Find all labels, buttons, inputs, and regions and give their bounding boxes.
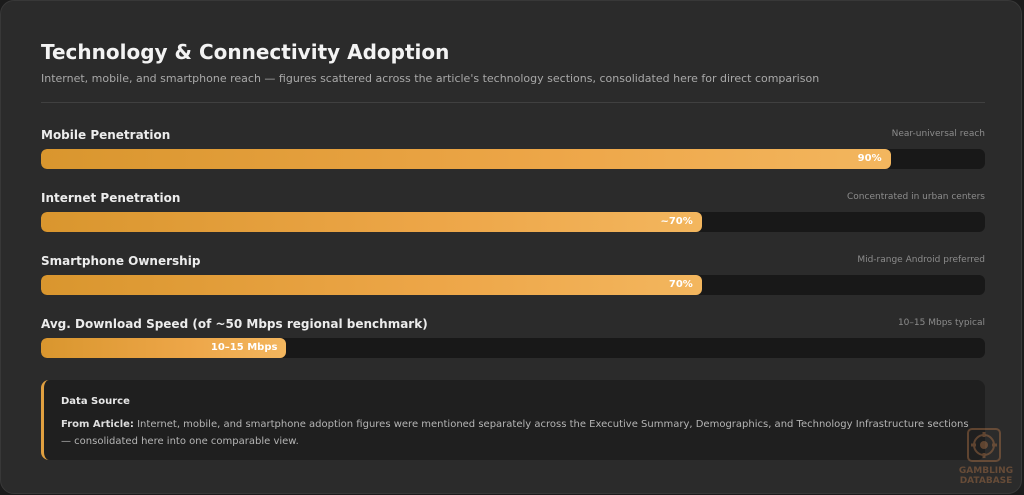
bar-value-label: 90% <box>857 153 882 164</box>
bar-track: 10–15 Mbps <box>41 338 985 358</box>
chart-title: Technology & Connectivity Adoption <box>41 40 450 64</box>
bar-note: Near-universal reach <box>891 129 985 139</box>
bar-label: Mobile Penetration <box>41 128 171 142</box>
bar-label: Avg. Download Speed (of ~50 Mbps regiona… <box>41 317 428 331</box>
bar-row: Internet Penetration Concentrated in urba… <box>41 191 985 236</box>
bar-fill: 70% <box>41 275 702 295</box>
watermark-logo: GAMBLING DATABASE <box>953 426 1019 492</box>
data-source-box: Data Source From Article: Internet, mobi… <box>41 380 985 460</box>
bar-fill: 90% <box>41 149 891 169</box>
chip-icon <box>967 428 1001 462</box>
bar-row: Avg. Download Speed (of ~50 Mbps regiona… <box>41 317 985 362</box>
data-source-body: Internet, mobile, and smartphone adoptio… <box>61 419 969 447</box>
bar-label: Internet Penetration <box>41 191 181 205</box>
bar-value-label: 70% <box>668 279 693 290</box>
bar-track: 90% <box>41 149 985 169</box>
bar-track: 70% <box>41 275 985 295</box>
divider <box>41 102 985 103</box>
watermark-text: GAMBLING DATABASE <box>958 466 1014 486</box>
bar-fill: 10–15 Mbps <box>41 338 287 358</box>
chart-subtitle: Internet, mobile, and smartphone reach —… <box>41 72 820 85</box>
bar-note: 10–15 Mbps typical <box>897 318 985 328</box>
bar-note: Concentrated in urban centers <box>847 192 985 202</box>
bar-row: Mobile Penetration Near-universal reach 90… <box>41 128 985 173</box>
bar-fill: ~70% <box>41 212 702 232</box>
bar-value-label: 10–15 Mbps <box>210 342 278 353</box>
bar-value-label: ~70% <box>660 216 693 227</box>
bar-note: Mid-range Android preferred <box>857 255 985 265</box>
bar-label: Smartphone Ownership <box>41 254 201 268</box>
bar-track: ~70% <box>41 212 985 232</box>
data-source-lead: From Article: <box>61 419 134 430</box>
data-source-text: From Article: Internet, mobile, and smar… <box>61 416 971 450</box>
data-source-title: Data Source <box>61 396 130 407</box>
bar-row: Smartphone Ownership Mid-range Android pr… <box>41 254 985 299</box>
